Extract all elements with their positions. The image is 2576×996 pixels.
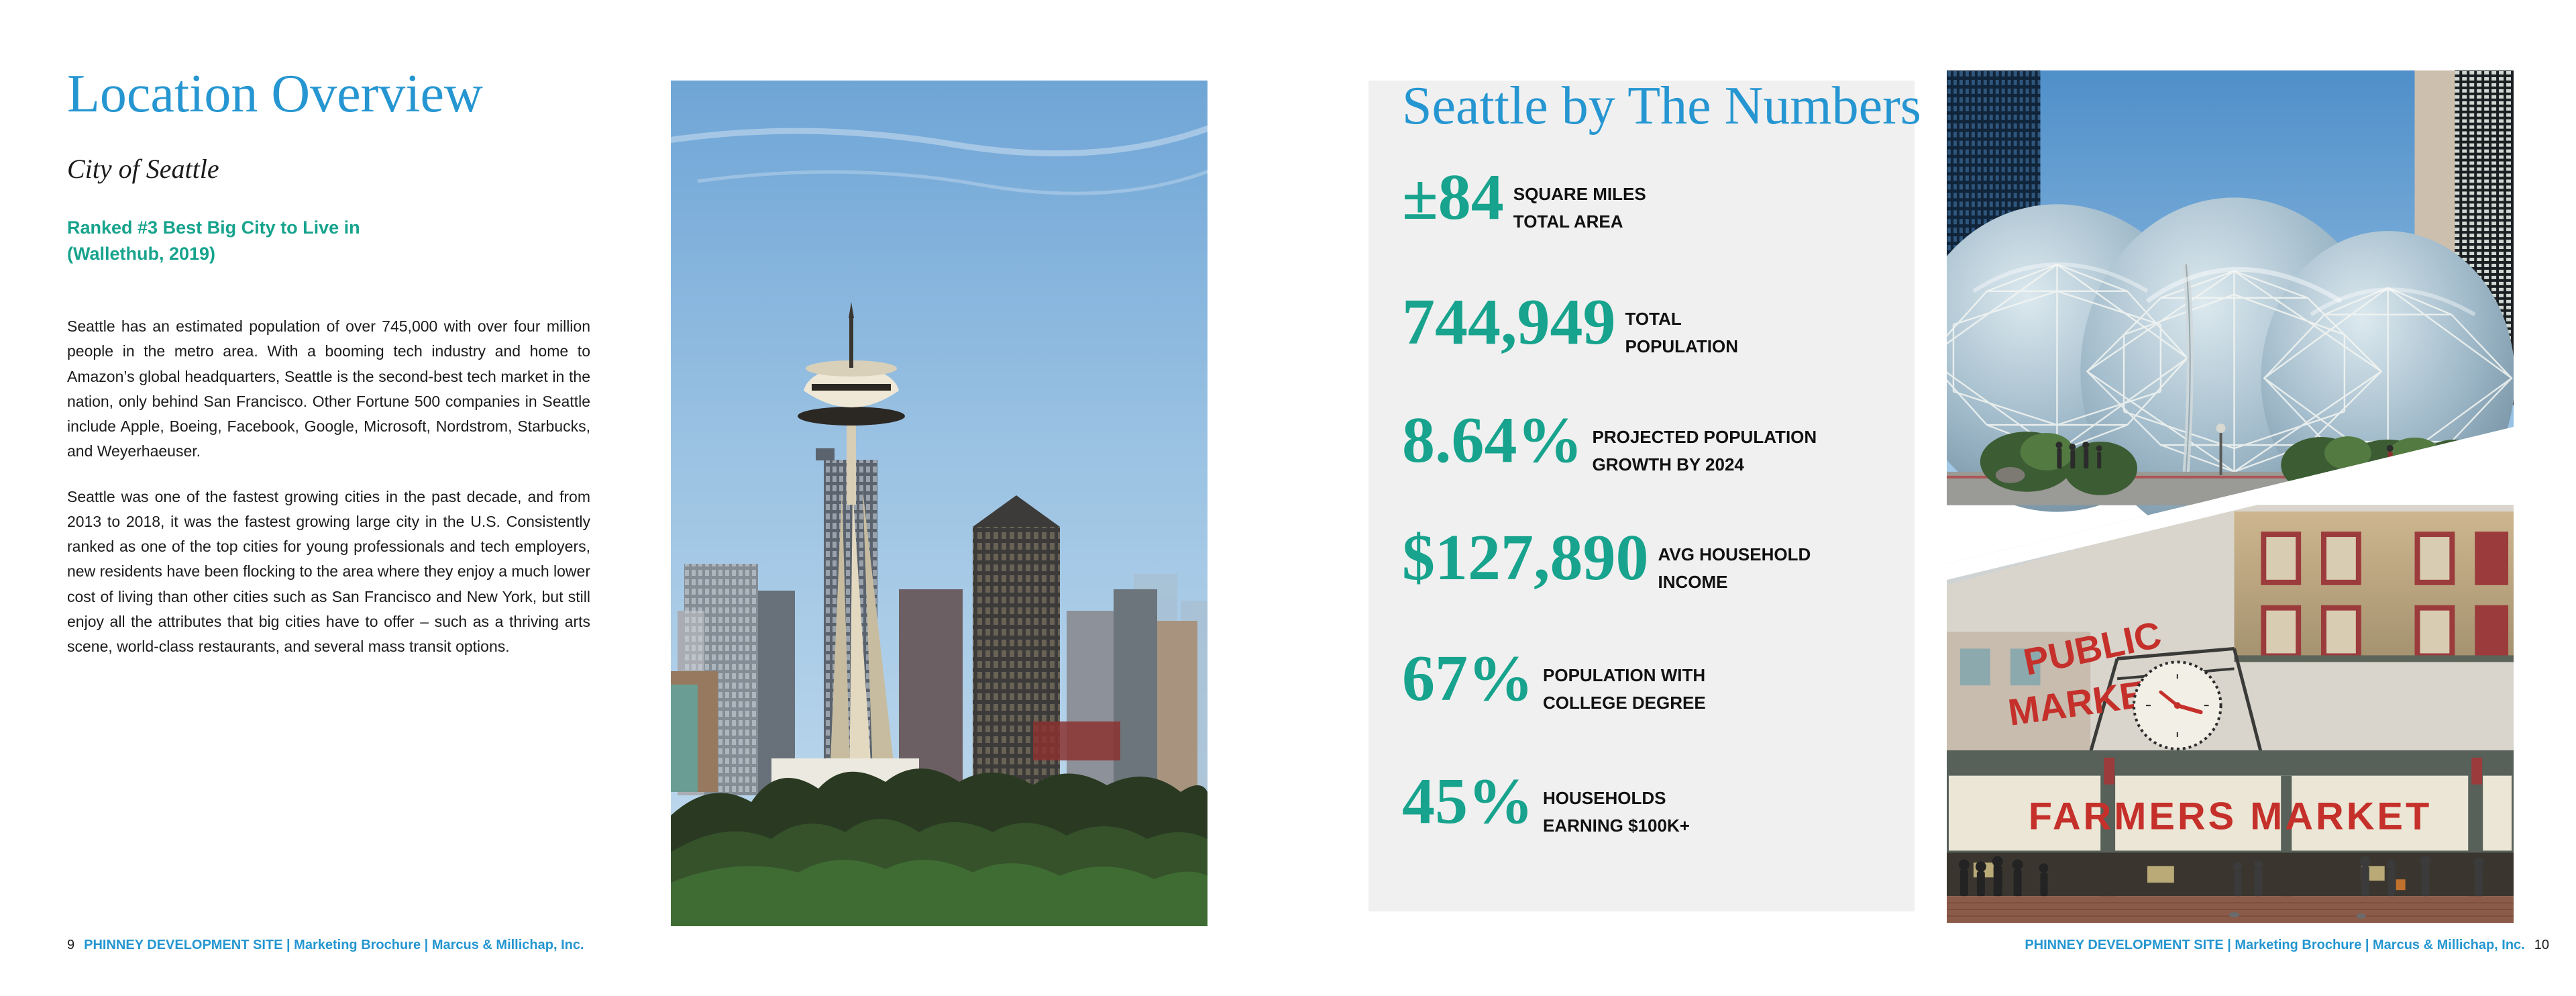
svg-text:FARMERS MARKET: FARMERS MARKET (2029, 795, 2432, 838)
